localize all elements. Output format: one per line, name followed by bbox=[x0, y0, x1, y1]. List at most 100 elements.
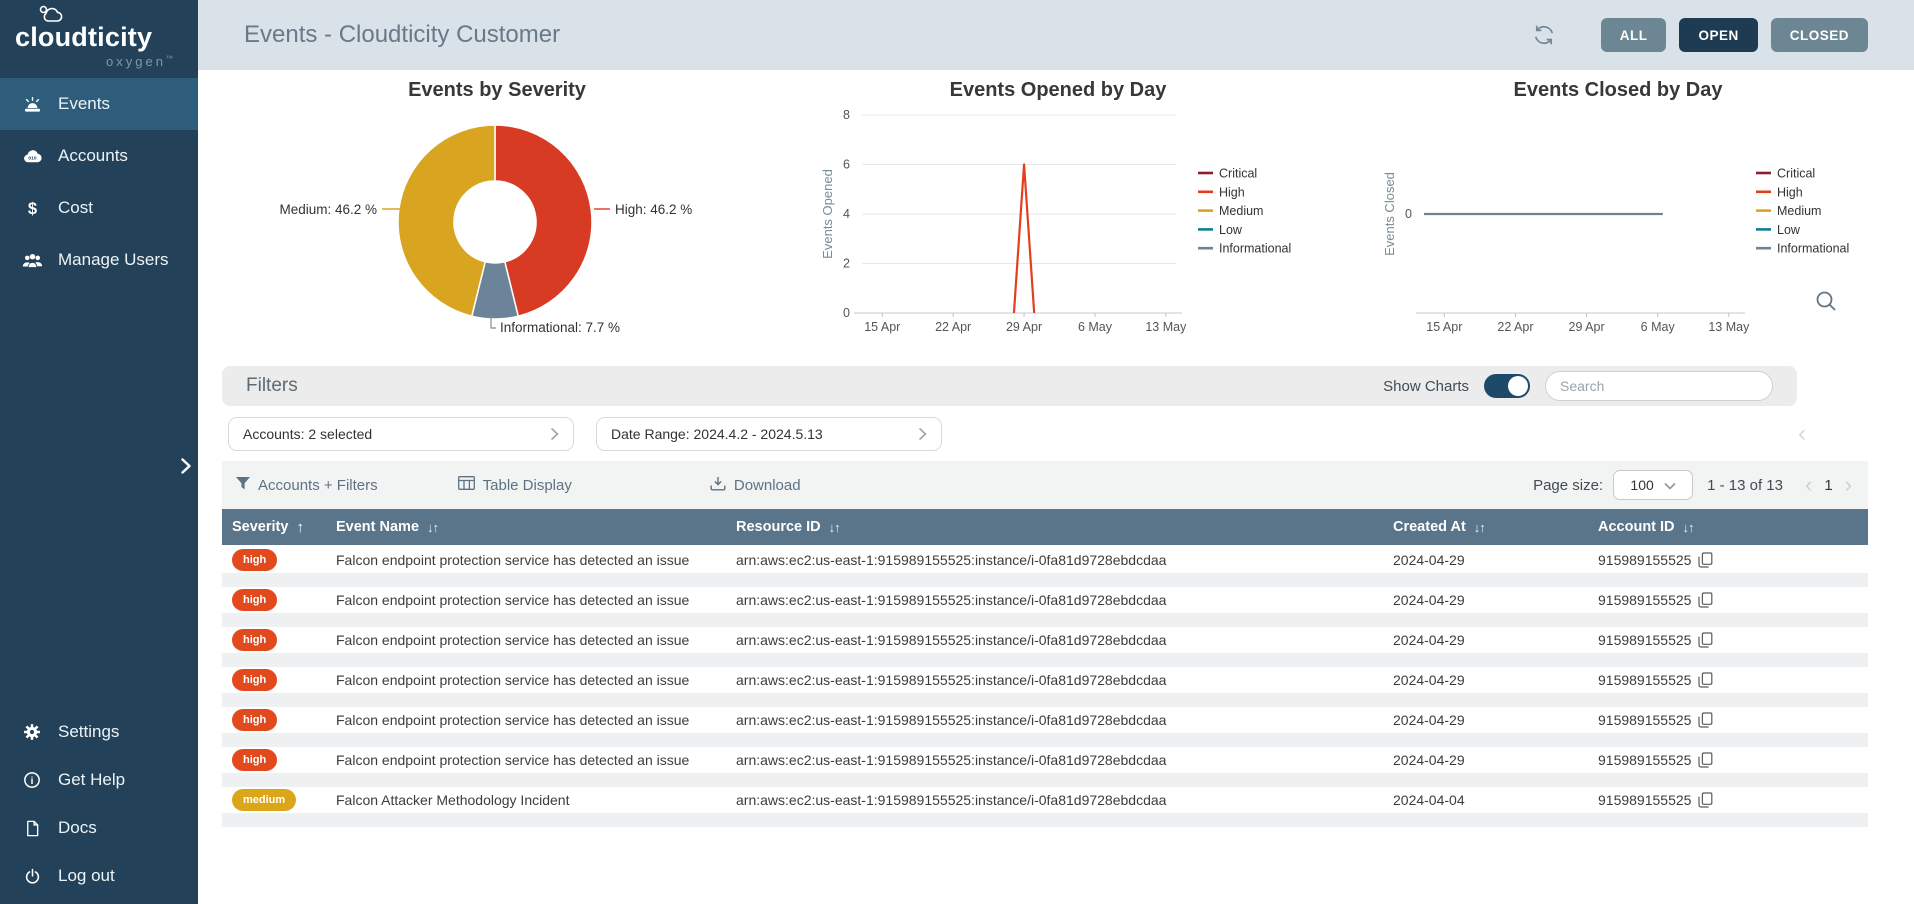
resource-id-cell: arn:aws:ec2:us-east-1:915989155525:insta… bbox=[736, 712, 1393, 728]
column-label: Event Name bbox=[336, 519, 419, 535]
column-header-account-id[interactable]: Account ID↓↑ bbox=[1598, 519, 1868, 535]
svg-text:Low: Low bbox=[1777, 223, 1801, 237]
event-name-cell: Falcon endpoint protection service has d… bbox=[336, 672, 736, 688]
column-header-severity[interactable]: Severity↑ bbox=[222, 519, 336, 536]
table-row[interactable]: highFalcon endpoint protection service h… bbox=[222, 587, 1868, 627]
copy-icon[interactable] bbox=[1698, 592, 1713, 608]
charts-canvas: Events by SeverityHigh: 46.2 %Informatio… bbox=[198, 70, 1914, 360]
column-header-resource-id[interactable]: Resource ID ↓↑ bbox=[736, 519, 1393, 535]
users-icon bbox=[20, 250, 44, 271]
table-row[interactable]: highFalcon endpoint protection service h… bbox=[222, 627, 1868, 667]
table-body: highFalcon endpoint protection service h… bbox=[222, 547, 1868, 827]
sidebar-item-label: Docs bbox=[58, 818, 97, 838]
sidebar-item-manage-users[interactable]: Manage Users bbox=[0, 234, 198, 286]
sidebar-item-docs[interactable]: Docs bbox=[0, 804, 198, 852]
svg-text:4: 4 bbox=[843, 207, 850, 221]
filter-button-closed[interactable]: CLOSED bbox=[1771, 18, 1868, 52]
column-label: Resource ID bbox=[736, 519, 821, 535]
svg-text:0: 0 bbox=[1405, 207, 1412, 221]
pill-label: Date Range: 2024.4.2 - 2024.5.13 bbox=[611, 426, 823, 442]
download-button[interactable]: Download bbox=[710, 476, 801, 495]
svg-text:22 Apr: 22 Apr bbox=[1497, 320, 1533, 334]
filters-controls: Show Charts bbox=[1383, 371, 1773, 401]
date-range-pill[interactable]: Date Range: 2024.4.2 - 2024.5.13 bbox=[596, 417, 942, 451]
resource-id-cell: arn:aws:ec2:us-east-1:915989155525:insta… bbox=[736, 632, 1393, 648]
copy-icon[interactable] bbox=[1698, 752, 1713, 768]
show-charts-label: Show Charts bbox=[1383, 378, 1469, 395]
sidebar-item-accounts[interactable]: 010Accounts bbox=[0, 130, 198, 182]
accounts-filter-pill[interactable]: Accounts: 2 selected bbox=[228, 417, 574, 451]
table-row[interactable]: mediumFalcon Attacker Methodology Incide… bbox=[222, 787, 1868, 827]
copy-icon[interactable] bbox=[1698, 792, 1713, 808]
account-id-value: 915989155525 bbox=[1598, 592, 1691, 608]
account-id-cell: 915989155525 bbox=[1598, 712, 1868, 728]
next-page-chevron-icon[interactable]: › bbox=[1837, 474, 1860, 496]
svg-text:Low: Low bbox=[1219, 223, 1243, 237]
sidebar-item-settings[interactable]: Settings bbox=[0, 708, 198, 756]
sort-icon: ↓↑ bbox=[427, 520, 438, 535]
account-id-value: 915989155525 bbox=[1598, 632, 1691, 648]
filter-button-all[interactable]: ALL bbox=[1601, 18, 1667, 52]
svg-text:High: High bbox=[1777, 185, 1803, 199]
table-row[interactable]: highFalcon endpoint protection service h… bbox=[222, 747, 1868, 787]
page-size-select[interactable]: 100 bbox=[1613, 470, 1693, 500]
sidebar-collapse-chevron-icon[interactable] bbox=[180, 457, 192, 480]
resource-id-cell: arn:aws:ec2:us-east-1:915989155525:insta… bbox=[736, 592, 1393, 608]
column-header-event-name[interactable]: Event Name ↓↑ bbox=[336, 519, 736, 535]
sidebar-item-label: Log out bbox=[58, 866, 115, 886]
page-size-label: Page size: bbox=[1533, 477, 1603, 494]
sidebar-item-get-help[interactable]: iGet Help bbox=[0, 756, 198, 804]
account-id-cell: 915989155525 bbox=[1598, 792, 1868, 808]
sidebar-item-events[interactable]: Events bbox=[0, 78, 198, 130]
copy-icon[interactable] bbox=[1698, 672, 1713, 688]
sidebar-item-label: Manage Users bbox=[58, 250, 169, 270]
sidebar-item-log-out[interactable]: Log out bbox=[0, 852, 198, 900]
svg-text:High: 46.2 %: High: 46.2 % bbox=[615, 202, 692, 217]
pagination-range: 1 - 13 of 13 bbox=[1707, 477, 1783, 494]
account-id-value: 915989155525 bbox=[1598, 752, 1691, 768]
search-icon[interactable] bbox=[1813, 288, 1839, 319]
svg-text:High: High bbox=[1219, 185, 1245, 199]
show-charts-toggle[interactable] bbox=[1484, 374, 1530, 398]
resource-id-cell: arn:aws:ec2:us-east-1:915989155525:insta… bbox=[736, 792, 1393, 808]
gear-icon bbox=[20, 722, 44, 742]
created-at-cell: 2024-04-29 bbox=[1393, 632, 1598, 648]
refresh-icon[interactable] bbox=[1530, 21, 1558, 49]
table-row[interactable]: highFalcon endpoint protection service h… bbox=[222, 707, 1868, 747]
copy-icon[interactable] bbox=[1698, 712, 1713, 728]
table-row[interactable]: highFalcon endpoint protection service h… bbox=[222, 667, 1868, 707]
resource-id-cell: arn:aws:ec2:us-east-1:915989155525:insta… bbox=[736, 752, 1393, 768]
filter-button-open[interactable]: OPEN bbox=[1679, 18, 1757, 52]
table-row[interactable]: highFalcon endpoint protection service h… bbox=[222, 547, 1868, 587]
created-at-cell: 2024-04-04 bbox=[1393, 792, 1598, 808]
sidebar-nav: Events010Accounts $ Cost Manage Users bbox=[0, 78, 198, 286]
account-id-value: 915989155525 bbox=[1598, 672, 1691, 688]
svg-text:$: $ bbox=[27, 199, 36, 218]
power-icon bbox=[20, 867, 44, 886]
app-logo: cloudticity oxygen™ bbox=[0, 0, 198, 78]
svg-text:Medium: Medium bbox=[1219, 204, 1263, 218]
current-page-number[interactable]: 1 bbox=[1820, 477, 1836, 494]
column-header-created-at[interactable]: Created At↓↑ bbox=[1393, 519, 1598, 535]
status-filter-buttons: ALL OPEN CLOSED bbox=[1588, 18, 1868, 52]
svg-text:i: i bbox=[31, 776, 34, 787]
chevron-right-icon bbox=[550, 427, 559, 441]
filter-pills: Accounts: 2 selected Date Range: 2024.4.2… bbox=[228, 417, 942, 451]
prev-page-chevron-icon[interactable]: ‹ bbox=[1797, 474, 1820, 496]
sort-icon: ↓↑ bbox=[829, 520, 840, 535]
search-input[interactable] bbox=[1545, 371, 1773, 401]
pills-chevron-left-icon[interactable]: ‹ bbox=[1798, 420, 1806, 448]
copy-icon[interactable] bbox=[1698, 552, 1713, 568]
sidebar-item-label: Cost bbox=[58, 198, 93, 218]
sidebar-item-cost[interactable]: $ Cost bbox=[0, 182, 198, 234]
accounts-filters-button[interactable]: Accounts + Filters bbox=[236, 477, 378, 494]
created-at-cell: 2024-04-29 bbox=[1393, 552, 1598, 568]
events-table: Severity↑Event Name ↓↑ Resource ID ↓↑ Create… bbox=[222, 509, 1868, 827]
copy-icon[interactable] bbox=[1698, 632, 1713, 648]
table-display-button[interactable]: Table Display bbox=[458, 476, 572, 494]
svg-text:010: 010 bbox=[28, 155, 36, 161]
account-id-value: 915989155525 bbox=[1598, 792, 1691, 808]
svg-text:Events Opened: Events Opened bbox=[820, 169, 835, 259]
event-name-cell: Falcon endpoint protection service has d… bbox=[336, 752, 736, 768]
funnel-icon bbox=[236, 477, 250, 494]
